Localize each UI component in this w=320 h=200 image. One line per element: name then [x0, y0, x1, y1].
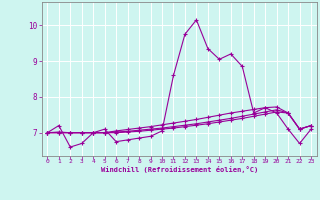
X-axis label: Windchill (Refroidissement éolien,°C): Windchill (Refroidissement éolien,°C)	[100, 166, 258, 173]
